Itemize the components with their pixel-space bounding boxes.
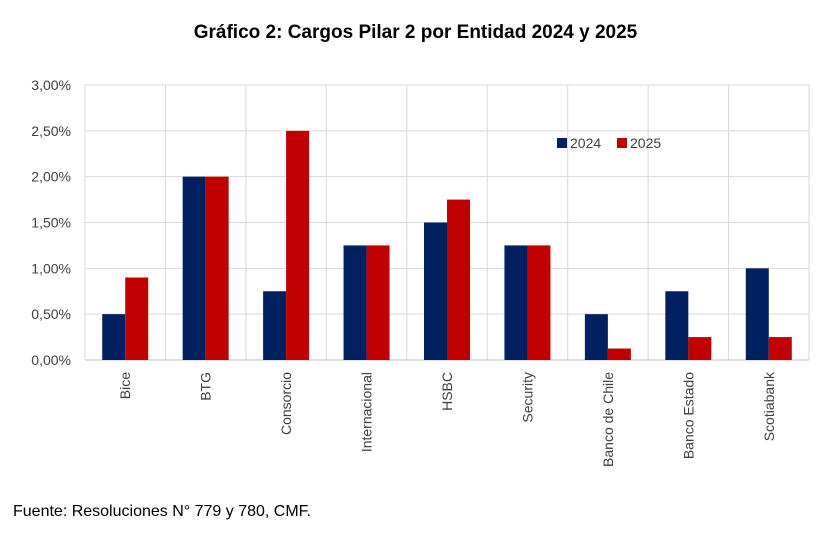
bar-2025-scotiabank bbox=[768, 337, 792, 360]
x-tick-label: Banco Estado bbox=[680, 372, 696, 459]
bar-2024-banco-estado bbox=[665, 291, 689, 360]
bar-2025-banco-estado bbox=[688, 337, 712, 360]
bar-2025-bice bbox=[125, 277, 149, 360]
bar-2025-security bbox=[527, 245, 551, 360]
x-tick-label: Banco de Chile bbox=[600, 372, 616, 467]
bar-2025-consorcio bbox=[286, 130, 310, 360]
legend-swatch-2025 bbox=[617, 138, 627, 148]
y-tick-label: 0,50% bbox=[31, 306, 71, 322]
bar-2024-security bbox=[504, 245, 528, 360]
x-tick-label: Internacional bbox=[359, 372, 375, 452]
bar-2025-btg bbox=[205, 176, 229, 360]
x-tick-label: Consorcio bbox=[278, 372, 294, 435]
x-tick-label: HSBC bbox=[439, 372, 455, 411]
legend-label-2024: 2024 bbox=[570, 135, 601, 151]
source-note: Fuente: Resoluciones N° 779 y 780, CMF. bbox=[13, 503, 312, 520]
bar-2024-consorcio bbox=[263, 291, 287, 360]
y-tick-label: 0,00% bbox=[31, 352, 71, 368]
y-tick-label: 3,00% bbox=[31, 77, 71, 93]
x-tick-label: Bice bbox=[117, 372, 133, 399]
y-tick-label: 2,50% bbox=[31, 123, 71, 139]
y-tick-label: 2,00% bbox=[31, 169, 71, 185]
y-tick-label: 1,00% bbox=[31, 260, 71, 276]
bar-2024-banco-de-chile bbox=[584, 314, 608, 360]
bar-2024-scotiabank bbox=[745, 268, 769, 360]
bar-2024-bice bbox=[102, 314, 126, 360]
bar-2024-hsbc bbox=[424, 222, 447, 360]
y-axis-ticks: 0,00% 0,50% 1,00% 1,50% 2,00% 2,50% 3,00% bbox=[31, 77, 71, 368]
y-tick-label: 1,50% bbox=[31, 215, 71, 231]
x-tick-label: BTG bbox=[198, 372, 214, 401]
bars bbox=[102, 130, 792, 360]
bar-2025-internacional bbox=[366, 245, 390, 360]
x-tick-label: Scotiabank bbox=[761, 371, 777, 441]
bar-2025-banco-de-chile bbox=[607, 348, 631, 360]
chart-title: Gráfico 2: Cargos Pilar 2 por Entidad 20… bbox=[193, 22, 638, 43]
legend-label-2025: 2025 bbox=[630, 135, 661, 151]
bar-2024-internacional bbox=[343, 245, 367, 360]
legend: 2024 2025 bbox=[557, 135, 661, 151]
x-axis-ticks: Bice BTG Consorcio Internacional HSBC Securit… bbox=[117, 371, 777, 467]
x-tick-label: Security bbox=[519, 372, 535, 423]
bar-2024-btg bbox=[182, 176, 206, 360]
bar-2025-hsbc bbox=[447, 199, 470, 360]
legend-swatch-2024 bbox=[557, 138, 567, 148]
bar-chart: 0,00% 0,50% 1,00% 1,50% 2,00% 2,50% 3,00% Bice… bbox=[31, 77, 810, 467]
